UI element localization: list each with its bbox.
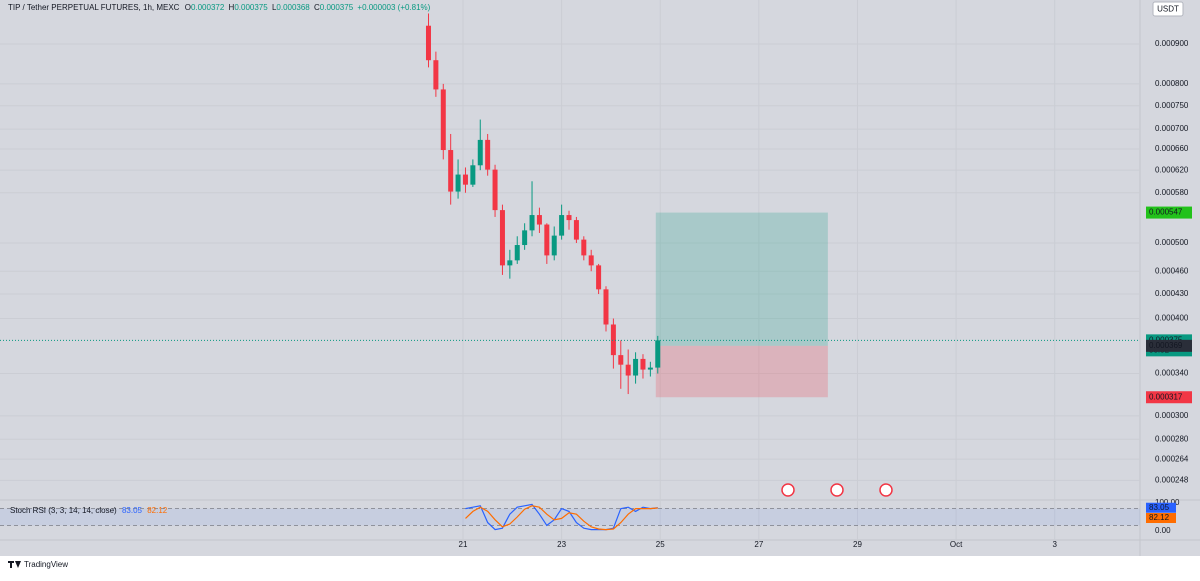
candle-body (566, 215, 572, 221)
x-tick-label: 3 (1052, 540, 1057, 549)
candle-body (477, 139, 483, 166)
candle-body (625, 364, 631, 376)
x-tick-label: 25 (656, 540, 665, 549)
candle-body (529, 215, 535, 231)
candle-body (499, 210, 505, 266)
entry-price-tag (1146, 339, 1192, 352)
change: +0.000003 (+0.81%) (357, 3, 430, 12)
stoch-tick-label: 0.00 (1155, 526, 1171, 535)
grid (0, 0, 1140, 540)
candle-body (455, 174, 461, 192)
band-fill (0, 508, 1140, 526)
y-tick-label: 0.000300 (1155, 411, 1189, 420)
y-tick-label: 0.000500 (1155, 238, 1189, 247)
event-icons (781, 483, 893, 497)
candle-body (596, 265, 602, 290)
event-icon[interactable] (879, 483, 893, 497)
marks (0, 13, 1140, 531)
y-tick-label: 0.000900 (1155, 39, 1189, 48)
y-tick-label: 0.000750 (1155, 101, 1189, 110)
h-value: 0.000375 (234, 3, 268, 12)
candle-body (425, 25, 431, 61)
candle-body (559, 215, 565, 236)
candle-body (492, 169, 498, 211)
y-tick-label: 0.000660 (1155, 144, 1189, 153)
y-tick-label: 0.000264 (1155, 454, 1189, 463)
candle-body (551, 235, 557, 256)
stoch-line (465, 503, 658, 531)
y-tick-label: 0.000580 (1155, 188, 1189, 197)
legend: TIP / Tether PERPETUAL FUTURES, 1h, MEXC… (8, 3, 431, 12)
x-tick-label: 21 (459, 540, 468, 549)
branding: TradingView (24, 560, 68, 569)
candle-body (514, 245, 520, 261)
candle-body (448, 150, 454, 192)
candle-body (544, 224, 550, 256)
candle-body (573, 220, 579, 240)
candle-body (470, 165, 476, 185)
stoch-legend: Stoch RSI (3, 3, 14, 14, close) 83.05 82… (10, 506, 168, 515)
stoch-value-label: 82.12 (1149, 513, 1170, 522)
o-label: O (185, 3, 191, 12)
stoch-tick-label: 100.00 (1155, 498, 1180, 507)
stoch-k-value: 83.05 (122, 506, 143, 515)
o-value: 0.000372 (191, 3, 225, 12)
candle-body (522, 230, 528, 246)
stoch-title: Stoch RSI (3, 3, 14, 14, close) (10, 506, 117, 515)
stoch-d-value: 82.12 (147, 506, 168, 515)
candle-body (618, 355, 624, 365)
currency-label[interactable]: USDT (1157, 5, 1179, 14)
l-label: L (272, 3, 277, 12)
tradingview-logo (8, 561, 21, 568)
candle-body (588, 255, 594, 266)
symbol: TIP / Tether PERPETUAL FUTURES, 1h, MEXC (8, 3, 180, 12)
event-icon[interactable] (830, 483, 844, 497)
y-tick-label: 0.000248 (1155, 475, 1189, 484)
candle-body (462, 174, 468, 185)
y-tick-label: 0.000800 (1155, 79, 1189, 88)
candle-body (655, 340, 661, 368)
stoch-value-label: 83.05 (1149, 503, 1170, 512)
candle-body (440, 89, 446, 151)
y-tick-label: 0.000430 (1155, 289, 1189, 298)
candle-body (603, 289, 609, 325)
y-tick-label: 0.000280 (1155, 434, 1189, 443)
stop-price-tag (1146, 391, 1192, 404)
candle-body (640, 358, 646, 370)
candle-body (633, 358, 639, 376)
target-price-label: 0.000547 (1149, 208, 1183, 217)
stop-price-label: 0.000317 (1149, 392, 1183, 401)
event-icon[interactable] (781, 483, 795, 497)
y-tick-label: 0.000620 (1155, 165, 1189, 174)
target-zone (655, 212, 828, 346)
c-value: 0.000375 (320, 3, 354, 12)
candle-body (536, 215, 542, 225)
candle-body (647, 367, 653, 370)
c-label: C (314, 3, 320, 12)
candle-body (610, 324, 616, 356)
stoch-line (465, 505, 658, 531)
y-tick-label: 0.000460 (1155, 266, 1189, 275)
x-tick-label: 29 (853, 540, 862, 549)
candle-body (433, 60, 439, 90)
target-price-tag (1146, 206, 1192, 219)
currency-button[interactable] (1152, 1, 1184, 17)
x-tick-label: 23 (557, 540, 566, 549)
candle-body (485, 139, 491, 170)
entry-price-label: 0.000369 (1149, 341, 1183, 350)
candle-body (581, 239, 587, 256)
candle-body (507, 260, 513, 266)
stop-zone (655, 345, 828, 398)
stoch-value-tag (1146, 502, 1176, 513)
stoch-value-tag (1146, 513, 1176, 524)
x-tick-label: 27 (754, 540, 763, 549)
y-tick-label: 0.000400 (1155, 314, 1189, 323)
h-label: H (229, 3, 235, 12)
l-value: 0.000368 (276, 3, 310, 12)
y-tick-label: 0.000340 (1155, 369, 1189, 378)
x-tick-label: Oct (950, 540, 963, 549)
y-tick-label: 0.000700 (1155, 124, 1189, 133)
